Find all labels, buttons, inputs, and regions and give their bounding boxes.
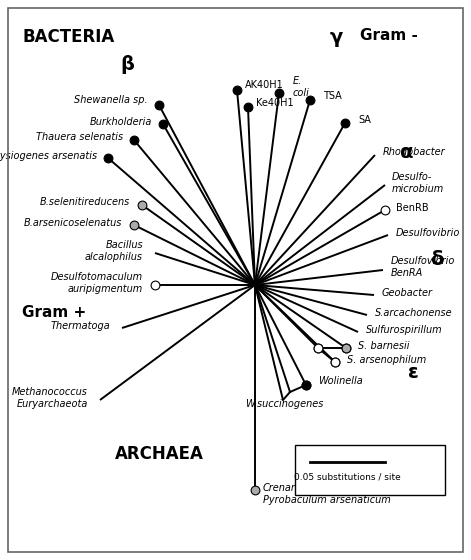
Point bbox=[155, 101, 163, 110]
Point bbox=[302, 381, 310, 390]
Text: TSA: TSA bbox=[323, 91, 342, 101]
Text: δ: δ bbox=[430, 250, 444, 269]
Point bbox=[342, 343, 350, 352]
Point bbox=[302, 381, 310, 390]
Text: Bacillus
alcalophilus: Bacillus alcalophilus bbox=[85, 240, 143, 262]
Text: S. barnesii: S. barnesii bbox=[358, 341, 409, 351]
Text: Desulfovibrio
BenRA: Desulfovibrio BenRA bbox=[391, 256, 455, 278]
Point bbox=[342, 343, 350, 352]
Point bbox=[151, 281, 159, 290]
Point bbox=[159, 119, 167, 128]
Text: Crenarchaeota
Pyrobaculum arsenaticum: Crenarchaeota Pyrobaculum arsenaticum bbox=[263, 483, 391, 505]
Text: Ke40H1: Ke40H1 bbox=[256, 98, 293, 108]
Text: Desulfovibrio: Desulfovibrio bbox=[396, 228, 460, 238]
Text: Desulfotomaculum
auripigmentum: Desulfotomaculum auripigmentum bbox=[51, 272, 143, 294]
Point bbox=[314, 343, 322, 352]
Text: B.selenitireducens: B.selenitireducens bbox=[40, 197, 130, 207]
Text: ε: ε bbox=[408, 363, 419, 382]
Point bbox=[244, 102, 252, 111]
Point bbox=[331, 357, 339, 366]
Text: S.arcachonense: S.arcachonense bbox=[375, 308, 453, 318]
Text: W.succinogenes: W.succinogenes bbox=[245, 399, 324, 409]
Text: S. arsenophilum: S. arsenophilum bbox=[347, 355, 426, 365]
Point bbox=[233, 86, 241, 95]
Text: Thermatoga: Thermatoga bbox=[50, 321, 110, 331]
Text: SA: SA bbox=[358, 115, 371, 125]
Text: AK40H1: AK40H1 bbox=[245, 80, 284, 90]
Point bbox=[306, 96, 314, 105]
Text: β: β bbox=[120, 55, 134, 74]
Point bbox=[275, 88, 283, 97]
Text: Shewanella sp.: Shewanella sp. bbox=[74, 95, 148, 105]
Text: Gram -: Gram - bbox=[360, 28, 418, 43]
Text: BenRB: BenRB bbox=[396, 203, 429, 213]
Text: Gram +: Gram + bbox=[22, 305, 86, 320]
Text: Burkholderia: Burkholderia bbox=[89, 117, 152, 127]
Text: E.
coli: E. coli bbox=[293, 76, 310, 98]
Point bbox=[130, 136, 138, 144]
Text: Rhodobacter: Rhodobacter bbox=[383, 147, 446, 157]
Bar bbox=[295, 445, 445, 495]
Point bbox=[341, 119, 349, 128]
Point bbox=[130, 221, 138, 230]
Text: Methanococcus
Euryarchaeota: Methanococcus Euryarchaeota bbox=[12, 387, 88, 409]
Text: α: α bbox=[400, 143, 414, 162]
Text: Sulfurospirillum: Sulfurospirillum bbox=[366, 325, 443, 335]
Point bbox=[104, 153, 112, 162]
Point bbox=[381, 206, 389, 214]
Point bbox=[331, 357, 339, 366]
Point bbox=[138, 200, 146, 209]
Text: Desulfo-
microbium: Desulfo- microbium bbox=[392, 172, 444, 194]
Point bbox=[314, 343, 322, 352]
Text: Wolinella: Wolinella bbox=[318, 376, 363, 386]
Text: Thauera selenatis: Thauera selenatis bbox=[36, 132, 123, 142]
Text: B.arsenicoselenatus: B.arsenicoselenatus bbox=[24, 218, 122, 228]
Text: Geobacter: Geobacter bbox=[382, 288, 433, 298]
Text: ARCHAEA: ARCHAEA bbox=[115, 445, 204, 463]
Text: Chrysiogenes arsenatis: Chrysiogenes arsenatis bbox=[0, 151, 97, 161]
Point bbox=[251, 486, 259, 494]
Text: BACTERIA: BACTERIA bbox=[22, 28, 114, 46]
Text: 0.05 substitutions / site: 0.05 substitutions / site bbox=[294, 472, 401, 481]
Text: γ: γ bbox=[330, 28, 343, 47]
